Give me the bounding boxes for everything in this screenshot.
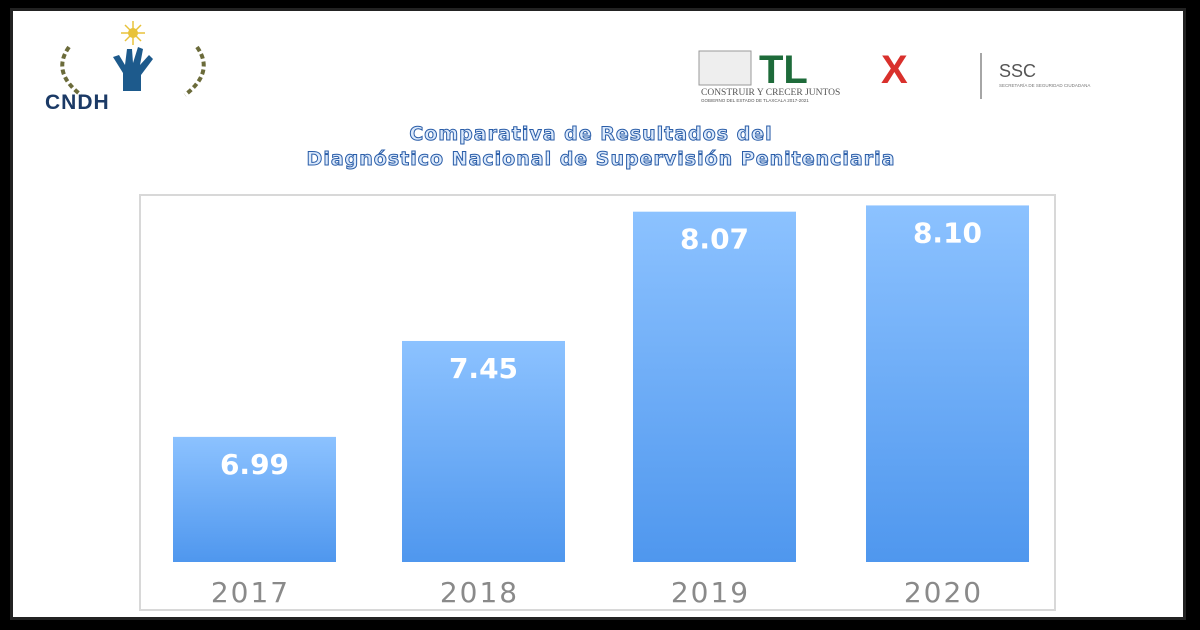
chart-title-line-2: Diagnóstico Nacional de Supervisión Peni… <box>306 148 896 171</box>
bar-2019 <box>633 211 796 562</box>
svg-text:X: X <box>881 48 908 92</box>
x-tick-label-2018: 2018 <box>440 576 519 609</box>
bar-2017 <box>173 436 336 562</box>
chart-title-line-1: Comparativa de Resultados del <box>409 123 773 146</box>
cndh-logo-text: CNDH <box>45 91 110 114</box>
x-tick-label-2019: 2019 <box>671 576 750 609</box>
data-label-2017: 6.99 <box>220 448 289 481</box>
svg-text:GOBIERNO DEL ESTADO DE TLAXCAL: GOBIERNO DEL ESTADO DE TLAXCALA 2017-202… <box>701 98 809 103</box>
svg-text:SECRETARÍA DE SEGURIDAD CIUDAD: SECRETARÍA DE SEGURIDAD CIUDADANA <box>999 82 1090 88</box>
bar-2018 <box>402 340 565 562</box>
data-label-2020: 8.10 <box>913 216 982 249</box>
svg-text:SSC: SSC <box>999 61 1036 81</box>
data-label-2019: 8.07 <box>680 223 749 256</box>
svg-text:CONSTRUIR Y CRECER JUNTOS: CONSTRUIR Y CRECER JUNTOS <box>701 88 840 98</box>
bar-2020 <box>866 205 1029 562</box>
x-tick-label-2017: 2017 <box>211 576 290 609</box>
data-label-2018: 7.45 <box>449 352 518 385</box>
cndh-logo <box>60 21 206 97</box>
x-tick-label-2020: 2020 <box>904 576 983 609</box>
tlx-text: TL <box>759 48 808 92</box>
tlx-ssc-logo: TL X CONSTRUIR Y CRECER JUNTOS GOBIERNO … <box>698 48 1090 103</box>
